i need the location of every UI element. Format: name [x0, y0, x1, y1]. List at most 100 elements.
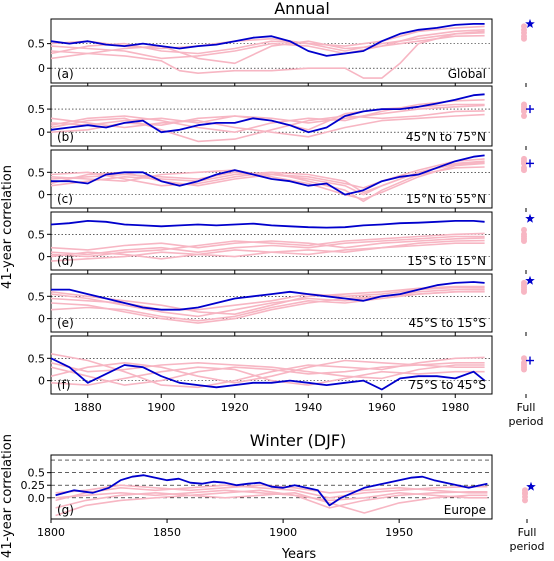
panel-region: 45°N to 75°N — [406, 130, 486, 144]
panel-region: 15°S to 15°N — [407, 254, 486, 268]
series-line-model — [55, 489, 488, 509]
series-line-observed — [51, 93, 485, 134]
annual-title: Annual — [274, 0, 330, 18]
annual-ylabel: 41-year correlation — [0, 165, 15, 289]
panel-a: 0 0.5 (a) Global — [28, 18, 535, 87]
series-line-model — [51, 113, 485, 138]
full-period-observed-star — [525, 18, 535, 28]
full-period-model-marker — [522, 487, 528, 494]
y-tick-label: 0.5 — [28, 38, 46, 51]
series-group — [51, 154, 485, 203]
series-line-observed — [51, 154, 485, 196]
series-line-model — [51, 242, 485, 262]
series-line-model — [55, 489, 488, 502]
full-period-model-marker — [521, 355, 527, 362]
full-period-model-marker — [521, 155, 527, 162]
panel-letter: (d) — [57, 254, 74, 268]
full-period-model-marker — [521, 366, 527, 373]
full-period-model-marker — [522, 497, 528, 504]
series-group — [51, 93, 485, 143]
full-period-model-marker — [521, 167, 527, 174]
series-line-model — [51, 32, 485, 55]
y-tick-label: 0.0 — [28, 492, 46, 505]
winter-panel: 0.00.250.5 (g) Europe 1800 1850 1900 1950 Full p… — [21, 454, 545, 553]
x-tick-label: 1920 — [221, 401, 249, 414]
series-line-observed — [51, 281, 485, 311]
series-line-model — [51, 158, 485, 189]
y-tick-label: 0.5 — [28, 228, 46, 241]
series-group — [51, 353, 486, 391]
series-line-model — [51, 99, 485, 133]
winter-title: Winter (DJF) — [250, 431, 347, 450]
x-tick-label: 1900 — [269, 526, 297, 539]
panel-region: 75°S to 45°S — [409, 378, 486, 392]
series-line-observed — [51, 219, 485, 229]
y-tick-label: 0.25 — [21, 479, 46, 492]
x-tick-label: 1960 — [368, 401, 396, 414]
series-line-model — [51, 166, 485, 203]
full-period-observed-star — [525, 275, 535, 285]
y-tick-label: 0 — [38, 62, 45, 75]
panel-d: 0 0.5 (d) 15°S to 15°N — [28, 211, 535, 274]
panel-letter: (c) — [57, 192, 73, 206]
y-tick-label: 0.5 — [28, 467, 46, 480]
series-line-model — [51, 110, 485, 143]
y-tick-label: 0.5 — [28, 103, 46, 116]
series-line-model — [51, 285, 485, 316]
x-tick-label: 1940 — [294, 401, 322, 414]
series-line-observed — [51, 22, 485, 57]
full-period-model-marker — [521, 35, 527, 42]
x-tick-label-full-period: Full period — [508, 401, 543, 428]
series-line-model — [51, 361, 485, 380]
series-group — [51, 22, 485, 79]
full-period-observed-plus — [526, 159, 534, 168]
series-line-model — [51, 237, 485, 251]
y-tick-label: 0.5 — [28, 290, 46, 303]
series-line-observed — [55, 474, 488, 507]
panel-b: 0 0.5 (b) 45°N to 75°N — [28, 85, 534, 150]
winter-xlabel: Years — [281, 547, 317, 561]
full-period-model-marker — [521, 23, 527, 30]
series-line-model — [51, 235, 485, 256]
full-period-model-marker — [521, 233, 527, 240]
x-tick-label: 1880 — [74, 401, 102, 414]
x-tick-label: 1800 — [37, 526, 65, 539]
winter-ylabel: 41-year correlation — [0, 434, 15, 558]
panel-letter: (b) — [57, 130, 74, 144]
series-line-model — [51, 366, 485, 386]
series-line-model — [51, 30, 485, 79]
full-period-model-marker — [521, 160, 527, 167]
series-group — [51, 281, 485, 324]
panel-letter: (e) — [57, 316, 74, 330]
y-tick-label: 0 — [38, 313, 45, 326]
x-tick-label: 1980 — [441, 401, 469, 414]
full-period-observed-star — [525, 213, 535, 223]
series-line-model — [51, 34, 485, 65]
full-period-model-marker — [521, 226, 527, 233]
full-period-observed-star — [526, 481, 536, 491]
full-period-model-marker — [521, 238, 527, 244]
panel-region: Global — [448, 67, 486, 81]
full-period-observed-plus — [526, 105, 534, 114]
series-group — [51, 219, 485, 262]
y-tick-label: 0 — [38, 375, 45, 388]
full-period-model-marker — [521, 362, 527, 368]
x-tick-label: 1850 — [153, 526, 181, 539]
series-line-model — [55, 484, 488, 502]
panel-region: Europe — [444, 503, 486, 517]
panel-region: 45°S to 15°S — [409, 316, 486, 330]
full-period-model-marker — [521, 113, 527, 119]
series-line-model — [51, 353, 485, 389]
series-line-model — [51, 288, 485, 318]
panel-region: 15°N to 55°N — [406, 192, 486, 206]
full-period-observed-plus — [526, 356, 534, 365]
panel-f: 0 0.5 (f) 75°S to 45°S — [28, 335, 534, 398]
series-group — [55, 474, 488, 517]
y-tick-label: 0.5 — [28, 166, 46, 179]
y-tick-label: 0 — [38, 189, 45, 202]
x-tick-label: 1950 — [385, 526, 413, 539]
panel-c: 0 0.5 (c) 15°N to 55°N — [28, 149, 534, 212]
series-line-model — [51, 29, 485, 60]
series-line-observed — [51, 357, 486, 391]
